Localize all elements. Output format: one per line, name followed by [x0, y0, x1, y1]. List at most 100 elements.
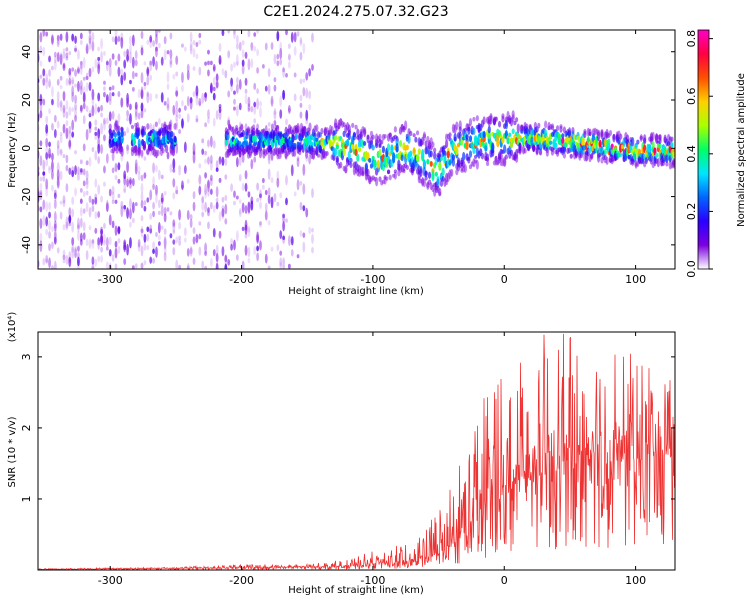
spectrogram-cell	[143, 108, 147, 113]
spectrogram-cell	[259, 223, 262, 228]
spectrogram-cell	[235, 53, 239, 66]
spectrogram-cell	[212, 205, 216, 213]
spectrogram-cell	[39, 102, 43, 113]
spectrogram-cell	[172, 168, 176, 173]
spectrogram-cell	[178, 113, 181, 120]
spectrogram-cell	[71, 237, 75, 246]
spectrogram-cell	[261, 184, 265, 190]
spectrogram-cell	[74, 47, 77, 52]
spectrogram-cell	[261, 177, 265, 184]
spectrogram-cell	[45, 254, 49, 263]
spectrogram-cell	[366, 135, 370, 144]
spectrogram-cell	[79, 198, 83, 204]
spectrogram-cell	[71, 33, 75, 42]
spectrogram-cell	[126, 126, 129, 134]
spectrogram-cell	[51, 241, 54, 250]
spectrogram-cell	[131, 70, 135, 80]
spectrogram-cell	[354, 124, 358, 130]
spectrogram-cell	[157, 117, 161, 125]
spectrogram-cell	[308, 90, 312, 100]
spectrogram-cell	[207, 69, 210, 77]
spectrogram-cell	[451, 158, 456, 167]
spectrogram-cell	[134, 163, 138, 175]
spectrogram-cell	[117, 245, 121, 254]
spectrogram-cell	[178, 238, 181, 247]
spectrogram-cell	[154, 121, 158, 128]
spectrogram-cell	[117, 35, 121, 43]
spectrogram-cell	[143, 81, 147, 87]
spectrogram-cell	[157, 30, 161, 33]
spectrogram-cell	[114, 263, 118, 269]
spectrogram-cell	[198, 39, 202, 45]
spectrogram-cell	[79, 32, 83, 40]
spectrogram-cell	[215, 201, 219, 210]
spectrogram-cell	[308, 122, 312, 132]
spectrogram-cell	[140, 102, 144, 112]
spectrogram-cell	[431, 170, 435, 180]
spectrogram-cell	[422, 131, 427, 141]
spectrogram-cell	[74, 69, 77, 77]
spectrogram-cell	[56, 39, 60, 48]
spectrogram-cell	[65, 127, 69, 140]
spectrogram-cell	[129, 208, 132, 220]
spectrogram-cell	[235, 254, 239, 261]
spectrogram-cell	[186, 179, 190, 184]
spectrogram-cell	[198, 233, 202, 240]
spectrogram-cell	[415, 154, 420, 162]
spectrogram-cell	[221, 156, 225, 167]
spectrogram-cell	[51, 98, 54, 106]
spectrogram-cell	[192, 236, 196, 245]
spectrogram-cell	[224, 139, 228, 146]
spectrogram-cell	[105, 97, 109, 104]
y-tick-label: 40	[20, 45, 33, 59]
spectrogram-cell	[480, 152, 485, 160]
spectrogram-cell	[412, 133, 416, 138]
spectrogram-cell	[97, 135, 101, 143]
spectrogram-cell	[405, 144, 409, 151]
spectrogram-cell	[88, 37, 92, 45]
spectrogram-cell	[253, 45, 257, 52]
spectrogram-cell	[361, 170, 365, 177]
spectrogram-cell	[48, 69, 51, 77]
spectrogram-cell	[48, 147, 51, 160]
x-tick-label: 0	[501, 574, 508, 587]
spectrogram-cell	[376, 159, 380, 169]
y-tick-label: 0	[20, 145, 33, 152]
spectrogram-cell	[253, 82, 257, 91]
spectrogram-cell	[160, 197, 164, 203]
spectrogram-cell	[143, 172, 147, 179]
spectrogram-cell	[105, 153, 109, 164]
spectrogram-cell	[152, 210, 155, 218]
spectrogram-cell	[393, 169, 397, 174]
spectrogram-cell	[65, 56, 69, 61]
spectrogram-cell	[56, 169, 60, 181]
spectrogram-cell	[444, 139, 449, 149]
spectrogram-cell	[308, 68, 312, 77]
spectrogram-cell	[364, 162, 368, 170]
spectrogram-cell	[201, 148, 205, 155]
spectrogram-cell	[39, 110, 43, 119]
spectrogram-cell	[39, 232, 43, 243]
spectrogram-cell	[97, 184, 101, 195]
spectrogram-cell	[59, 99, 63, 108]
spectrogram-cell	[475, 115, 479, 122]
spectrogram-cell	[287, 53, 291, 60]
spectrogram-cell	[140, 30, 144, 40]
spectrogram-cell	[59, 134, 63, 144]
spectrogram-cell	[126, 161, 129, 173]
spectrogram-cell	[468, 118, 473, 127]
spectrogram-cell	[670, 142, 674, 149]
spectrogram-cell	[71, 91, 75, 103]
spectrogram-cell	[198, 163, 202, 169]
spectrogram-cell	[192, 66, 196, 71]
spectrogram-cell	[279, 230, 283, 240]
x-tick-label: -300	[98, 574, 123, 587]
spectrogram-cell	[117, 66, 121, 77]
spectrogram-cell	[258, 149, 263, 159]
colorbar-tick-label: 0.2	[685, 203, 698, 221]
spectrogram-cell	[152, 183, 155, 191]
spectrogram-cell	[94, 196, 98, 205]
spectrogram-cell	[157, 222, 161, 234]
spectrogram-cell	[85, 202, 89, 213]
spectrogram-cell	[113, 137, 117, 143]
